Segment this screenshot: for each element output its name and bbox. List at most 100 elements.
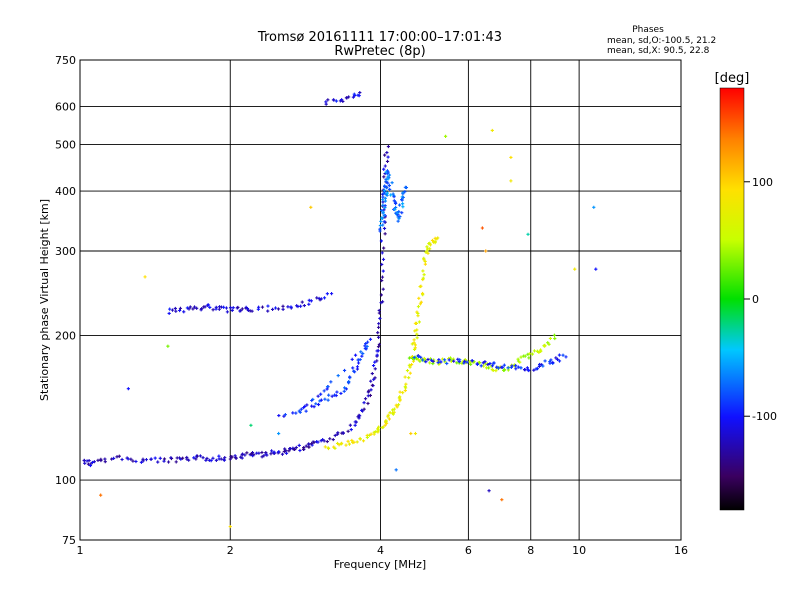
data-point xyxy=(428,247,432,251)
data-point xyxy=(194,457,198,461)
data-point xyxy=(245,306,250,311)
data-point xyxy=(230,308,234,313)
data-point xyxy=(548,336,553,341)
data-point xyxy=(490,128,494,133)
x-tick-label: 4 xyxy=(377,544,384,557)
data-point xyxy=(178,308,182,313)
data-point xyxy=(236,305,240,310)
colorbar xyxy=(719,87,745,511)
x-tick-label: 1 xyxy=(77,544,84,557)
data-point xyxy=(364,347,368,351)
data-point xyxy=(209,459,213,463)
data-point xyxy=(363,397,368,401)
data-point xyxy=(404,382,408,386)
data-point xyxy=(90,460,95,465)
x-tick-label: 6 xyxy=(465,544,472,557)
data-point xyxy=(376,335,381,339)
data-point xyxy=(490,364,495,368)
data-point xyxy=(297,409,301,413)
data-point xyxy=(377,425,381,429)
data-point xyxy=(381,287,385,291)
data-point xyxy=(502,363,506,367)
data-point xyxy=(326,398,330,402)
colorbar-tick-label: 100 xyxy=(752,176,773,189)
data-point xyxy=(409,431,413,436)
data-point xyxy=(131,459,135,463)
data-point xyxy=(358,437,362,441)
data-point xyxy=(392,410,396,414)
data-point xyxy=(416,311,420,315)
data-point xyxy=(192,456,196,460)
data-point xyxy=(346,429,350,433)
data-point xyxy=(358,414,362,418)
data-point xyxy=(418,359,422,363)
data-point xyxy=(166,344,170,348)
data-point xyxy=(537,350,541,355)
data-point xyxy=(414,357,419,361)
data-point xyxy=(380,208,384,213)
data-point xyxy=(363,344,367,348)
data-point xyxy=(417,296,421,300)
data-point xyxy=(463,357,467,362)
data-point xyxy=(415,332,419,336)
data-point xyxy=(594,267,598,271)
data-point xyxy=(555,357,560,361)
data-point xyxy=(260,455,264,459)
data-point xyxy=(383,204,387,208)
data-point xyxy=(423,262,427,266)
data-point xyxy=(382,213,386,218)
data-point xyxy=(228,457,232,461)
data-point xyxy=(214,305,218,309)
y-axis-label: Stationary phase Virtual Height [km] xyxy=(38,199,51,401)
data-point xyxy=(272,450,276,454)
data-point xyxy=(535,367,540,371)
data-point xyxy=(384,419,388,424)
data-point xyxy=(393,207,397,212)
data-point xyxy=(378,316,382,321)
y-tick-label: 300 xyxy=(55,245,76,258)
data-point xyxy=(110,457,114,461)
data-point xyxy=(205,456,209,461)
data-point xyxy=(421,276,425,280)
data-point xyxy=(276,307,281,311)
y-tick-label: 400 xyxy=(55,185,76,198)
data-point xyxy=(366,401,370,406)
data-point xyxy=(382,175,386,179)
data-point xyxy=(162,459,166,463)
data-point xyxy=(494,369,498,373)
data-point xyxy=(341,99,345,103)
data-point xyxy=(395,405,399,409)
data-point xyxy=(240,307,244,311)
data-point xyxy=(316,394,320,398)
data-point xyxy=(354,420,358,424)
x-tick-label: 2 xyxy=(227,544,234,557)
data-point xyxy=(519,355,523,359)
data-point xyxy=(416,358,420,362)
data-point xyxy=(413,431,418,436)
data-point xyxy=(486,362,490,367)
data-point xyxy=(383,164,387,168)
data-point xyxy=(532,349,537,353)
data-point xyxy=(519,366,523,370)
data-point xyxy=(134,459,138,464)
data-point xyxy=(99,493,103,497)
data-point xyxy=(347,95,351,99)
data-point xyxy=(388,411,392,415)
data-point xyxy=(407,376,411,380)
data-point xyxy=(481,361,485,365)
data-point xyxy=(452,359,456,363)
data-point xyxy=(173,306,177,311)
data-point xyxy=(382,188,387,192)
data-point xyxy=(280,452,285,456)
data-point xyxy=(348,423,352,427)
data-point xyxy=(543,359,547,363)
data-point xyxy=(83,461,87,465)
data-point xyxy=(362,407,366,411)
data-point xyxy=(169,456,173,460)
data-point xyxy=(510,364,514,368)
data-point xyxy=(441,357,445,361)
data-point xyxy=(431,359,435,363)
data-point xyxy=(375,359,379,363)
data-point xyxy=(375,353,379,357)
data-point xyxy=(228,524,232,529)
